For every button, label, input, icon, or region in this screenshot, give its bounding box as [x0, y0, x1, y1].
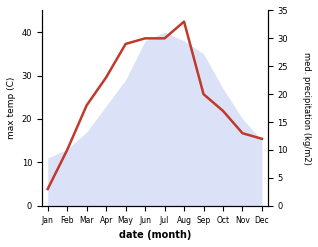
Y-axis label: max temp (C): max temp (C)	[7, 77, 16, 139]
X-axis label: date (month): date (month)	[119, 230, 191, 240]
Y-axis label: med. precipitation (kg/m2): med. precipitation (kg/m2)	[302, 52, 311, 165]
